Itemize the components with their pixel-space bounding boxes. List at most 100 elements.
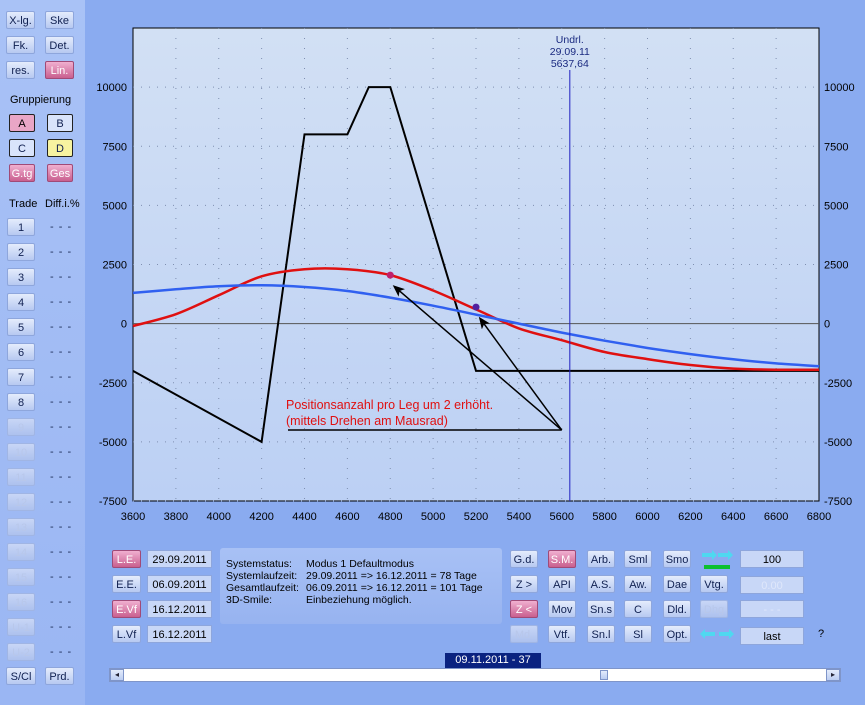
z-gt-button[interactable]: Z > [510,575,538,593]
trade-12-button[interactable]: 12 [7,493,35,511]
value-dash-field[interactable]: - - - [740,600,804,618]
trade-8-button[interactable]: 8 [7,393,35,411]
diff-header: Diff.i.% [45,198,80,210]
trade-diff-value: - - - [50,396,73,408]
arrow-right-icon[interactable] [700,548,734,562]
trade-diff-value: - - - [50,221,73,233]
ee-button[interactable]: E.E. [112,575,141,593]
y-tick-label-right: 2500 [824,260,848,272]
x-tick-label: 6400 [721,511,745,523]
trade-4-button[interactable]: 4 [7,293,35,311]
fk-button[interactable]: Fk. [6,36,35,54]
plot-area [132,27,820,502]
lin-button[interactable]: Lin. [45,61,74,79]
trade-1-button[interactable]: 1 [7,218,35,236]
underlying-label: Undrl. [556,34,584,46]
series-marker [386,271,394,279]
value-000-field[interactable]: 0.00 [740,576,804,594]
trade-9-button[interactable]: 9 [7,418,35,436]
trade-header: Trade [9,198,38,210]
value-100-field[interactable]: 100 [740,550,804,568]
trade-3-button[interactable]: 3 [7,268,35,286]
last-field[interactable]: last [740,627,804,645]
res-button[interactable]: res. [6,61,35,79]
trade-11-button[interactable]: 11 [7,468,35,486]
prd-button[interactable]: Prd. [45,667,74,685]
det-button[interactable]: Det. [45,36,74,54]
arb-button[interactable]: Arb. [587,550,615,568]
opt-button[interactable]: Opt. [663,625,691,643]
trade-16-button[interactable]: 16 [7,593,35,611]
vtf-button[interactable]: Vtf. [548,625,576,643]
trade-10-button[interactable]: 10 [7,443,35,461]
le-button[interactable]: L.E. [112,550,141,568]
trade-u-2-button[interactable]: U-2 [7,643,35,661]
vtg-button[interactable]: Vtg. [700,575,728,593]
annotation-arrow [392,285,563,431]
group-b-button[interactable]: B [47,114,73,132]
sm-button[interactable]: S.M. [548,550,576,568]
evf-button[interactable]: E.Vf [112,600,141,618]
trade-diff-value: - - - [50,646,73,658]
x-tick-label: 5600 [550,511,574,523]
y-tick-label-left: 7500 [103,141,127,153]
help-icon[interactable]: ? [818,628,825,640]
green-level-bar [704,565,730,569]
slider-left-arrow-icon[interactable]: ◂ [110,669,124,681]
trade-diff-value: - - - [50,621,73,633]
as-button[interactable]: A.S. [587,575,615,593]
slider-right-arrow-icon[interactable]: ▸ [826,669,840,681]
g-tg-button[interactable]: G.tg [9,164,35,182]
dae-button[interactable]: Dae [663,575,691,593]
md-button[interactable]: Md. [510,625,538,643]
time-slider[interactable]: ◂ ▸ [109,668,841,682]
trade-13-button[interactable]: 13 [7,518,35,536]
trade-u-1-button[interactable]: U-1 [7,618,35,636]
sl-button[interactable]: Sl [624,625,652,643]
status-value: 29.09.2011 => 16.12.2011 = 78 Tage [306,570,477,582]
status-value: Modus 1 Defaultmodus [306,558,414,570]
x-tick-label: 6800 [807,511,831,523]
trade-7-button[interactable]: 7 [7,368,35,386]
ges-button[interactable]: Ges [47,164,73,182]
smo-button[interactable]: Smo [663,550,691,568]
y-tick-label-left: -5000 [99,437,127,449]
ee-date-field: 06.09.2011 [147,575,212,593]
arrows-left-right-icon[interactable] [700,627,734,641]
x-tick-label: 4000 [207,511,231,523]
trade-14-button[interactable]: 14 [7,543,35,561]
c-button[interactable]: C [624,600,652,618]
lvf-button[interactable]: L.Vf [112,625,141,643]
x-tick-label: 4200 [249,511,273,523]
snl-button[interactable]: Sn.l [587,625,615,643]
trade-2-button[interactable]: 2 [7,243,35,261]
x-tick-label: 6600 [764,511,788,523]
trade-5-button[interactable]: 5 [7,318,35,336]
slider-thumb[interactable] [600,670,608,680]
api-button[interactable]: API [548,575,576,593]
dld-button[interactable]: Dld. [663,600,691,618]
sml-button[interactable]: Sml [624,550,652,568]
trade-diff-value: - - - [50,571,73,583]
z-lt-button[interactable]: Z < [510,600,538,618]
x-tick-label: 5800 [592,511,616,523]
gd-button[interactable]: G.d. [510,550,538,568]
mov-button[interactable]: Mov [548,600,576,618]
trade-6-button[interactable]: 6 [7,343,35,361]
sns-button[interactable]: Sn.s [587,600,615,618]
aw-button[interactable]: Aw. [624,575,652,593]
group-d-button[interactable]: D [47,139,73,157]
sc-button[interactable]: S/Cl [6,667,36,685]
status-panel: Systemstatus: Modus 1 Defaultmodus Systeml… [220,548,502,624]
group-c-button[interactable]: C [9,139,35,157]
annotation-text: (mittels Drehen am Mausrad) [286,414,448,428]
dhg-button[interactable]: Dhg [700,600,728,618]
ske-button[interactable]: Ske [45,11,74,29]
group-a-button[interactable]: A [9,114,35,132]
lvf-date-field: 16.12.2011 [147,625,212,643]
x-tick-label: 5200 [464,511,488,523]
trade-diff-value: - - - [50,496,73,508]
trade-15-button[interactable]: 15 [7,568,35,586]
trade-diff-value: - - - [50,321,73,333]
x-lg-button[interactable]: X-lg. [6,11,35,29]
